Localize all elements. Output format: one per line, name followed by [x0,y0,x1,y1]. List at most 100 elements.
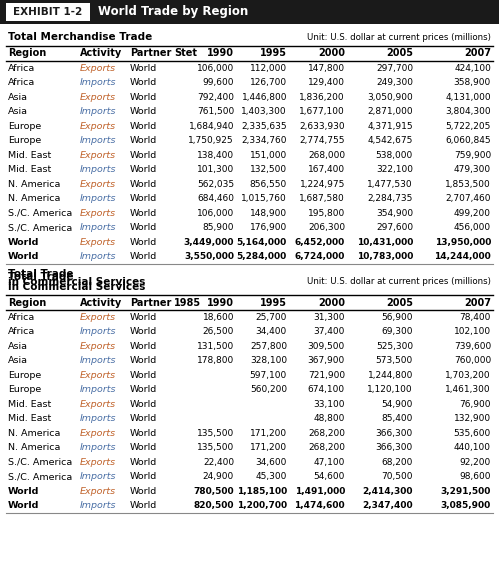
Text: World: World [130,122,157,131]
Text: 674,100: 674,100 [308,385,345,394]
Text: 1,684,940: 1,684,940 [189,122,234,131]
Text: Stet: Stet [174,48,197,59]
Text: 1,200,700: 1,200,700 [237,501,287,510]
Text: N. America: N. America [8,180,60,189]
Text: 78,400: 78,400 [460,313,491,322]
Text: 1,703,200: 1,703,200 [446,371,491,380]
Text: 37,400: 37,400 [314,327,345,336]
Text: 358,900: 358,900 [454,78,491,87]
Text: 2,633,930: 2,633,930 [299,122,345,131]
Text: Exports: Exports [80,342,116,351]
Text: World: World [130,64,157,73]
Text: Exports: Exports [80,487,116,496]
Text: Europe: Europe [8,371,41,380]
Text: 195,800: 195,800 [308,209,345,218]
Text: Asia: Asia [8,342,28,351]
Text: in Commercial Services: in Commercial Services [8,282,145,292]
Text: Europe: Europe [8,385,41,394]
Text: Exports: Exports [80,457,116,467]
Bar [6,412,493,426]
Text: 456,000: 456,000 [454,223,491,232]
Text: Partner: Partner [130,297,171,308]
Text: 2007: 2007 [464,297,491,308]
Text: 1,474,600: 1,474,600 [294,501,345,510]
Text: Europe: Europe [8,136,41,145]
Bar [6,440,493,455]
Text: 54,900: 54,900 [382,400,413,409]
Text: 101,300: 101,300 [197,165,234,174]
Text: Imports: Imports [80,356,116,365]
Text: 297,700: 297,700 [376,64,413,73]
Text: 367,900: 367,900 [308,356,345,365]
Text: 249,300: 249,300 [376,78,413,87]
Text: 424,100: 424,100 [454,64,491,73]
Text: 151,000: 151,000 [250,151,287,160]
Bar [6,250,493,264]
Text: Total Trade: Total Trade [8,269,73,279]
Text: Exports: Exports [80,429,116,438]
Text: 10,783,000: 10,783,000 [357,252,413,261]
Text: Africa: Africa [8,313,35,322]
Bar [6,192,493,206]
Text: 14,244,000: 14,244,000 [434,252,491,261]
Text: 112,000: 112,000 [250,64,287,73]
Text: 328,100: 328,100 [250,356,287,365]
Text: 48,800: 48,800 [314,414,345,423]
Text: Asia: Asia [8,107,28,117]
Text: Exports: Exports [80,209,116,218]
Text: 34,400: 34,400 [256,327,287,336]
Text: 2007: 2007 [464,48,491,59]
Bar [6,324,493,339]
Text: 573,500: 573,500 [376,356,413,365]
Text: 562,035: 562,035 [197,180,234,189]
Text: 309,500: 309,500 [308,342,345,351]
Text: 135,500: 135,500 [197,443,234,452]
Text: 5,164,000: 5,164,000 [237,238,287,247]
Text: 3,804,300: 3,804,300 [446,107,491,117]
Bar [6,61,493,76]
Text: 6,060,845: 6,060,845 [446,136,491,145]
Bar [6,90,493,104]
Text: Africa: Africa [8,327,35,336]
Text: World: World [130,313,157,322]
Text: EXHIBIT 1-2: EXHIBIT 1-2 [13,7,83,17]
Text: World: World [130,93,157,102]
Text: 1,853,500: 1,853,500 [445,180,491,189]
Bar [6,426,493,440]
Text: 1,491,000: 1,491,000 [294,487,345,496]
Text: 85,900: 85,900 [203,223,234,232]
Text: World: World [130,165,157,174]
Text: Exports: Exports [80,400,116,409]
Text: 34,600: 34,600 [255,457,287,467]
Text: 721,900: 721,900 [308,371,345,380]
Bar [6,148,493,162]
Text: Imports: Imports [80,252,116,261]
Text: 206,300: 206,300 [308,223,345,232]
Text: in Commercial Services: in Commercial Services [8,277,145,287]
Text: 99,600: 99,600 [203,78,234,87]
Bar [6,310,493,324]
Text: 2,774,755: 2,774,755 [299,136,345,145]
Text: 354,900: 354,900 [376,209,413,218]
Text: 538,000: 538,000 [376,151,413,160]
Bar [6,28,493,46]
Text: Africa: Africa [8,64,35,73]
Text: 1,477,530: 1,477,530 [367,180,413,189]
Text: 322,100: 322,100 [376,165,413,174]
Text: 5,722,205: 5,722,205 [446,122,491,131]
Text: Exports: Exports [80,151,116,160]
Text: 10,431,000: 10,431,000 [357,238,413,247]
Text: 85,400: 85,400 [382,414,413,423]
Text: 4,131,000: 4,131,000 [446,93,491,102]
Text: 366,300: 366,300 [376,443,413,452]
Text: World: World [8,238,39,247]
Text: 178,800: 178,800 [197,356,234,365]
Text: S./C. America: S./C. America [8,457,72,467]
Text: World: World [130,209,157,218]
Text: World: World [130,252,157,261]
Text: Imports: Imports [80,78,116,87]
Text: Activity: Activity [80,297,122,308]
Text: 68,200: 68,200 [382,457,413,467]
Text: World: World [130,342,157,351]
Text: N. America: N. America [8,194,60,203]
